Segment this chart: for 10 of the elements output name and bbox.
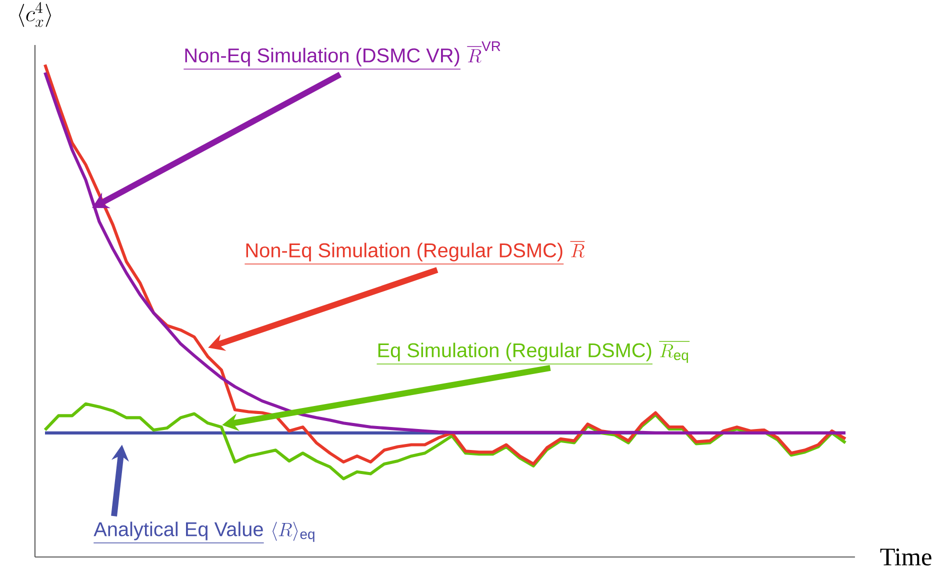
x-axis-title: Time bbox=[880, 548, 932, 566]
y-axis-title: $\langle c_x^4\rangle$ bbox=[18, 2, 51, 27]
text: Non-Eq Simulation (DSMC VR) bbox=[185, 48, 460, 66]
text: Eq Simulation (Regular DSMC) bbox=[378, 342, 652, 362]
annotation: $\langle R\rangle_{\mathrm{eq}}$ bbox=[272, 522, 314, 542]
text: Analytical Eq Value bbox=[94, 522, 263, 540]
annotation: $\overline{R}$ bbox=[570, 241, 585, 258]
annotation: $\overline{R_{\mathrm{eq}}}$ bbox=[659, 341, 690, 363]
text: $\overline{R}^{\mathrm{VR}}$ bbox=[467, 41, 500, 63]
text: Non-Eq Simulation (Regular DSMC) bbox=[246, 242, 562, 262]
